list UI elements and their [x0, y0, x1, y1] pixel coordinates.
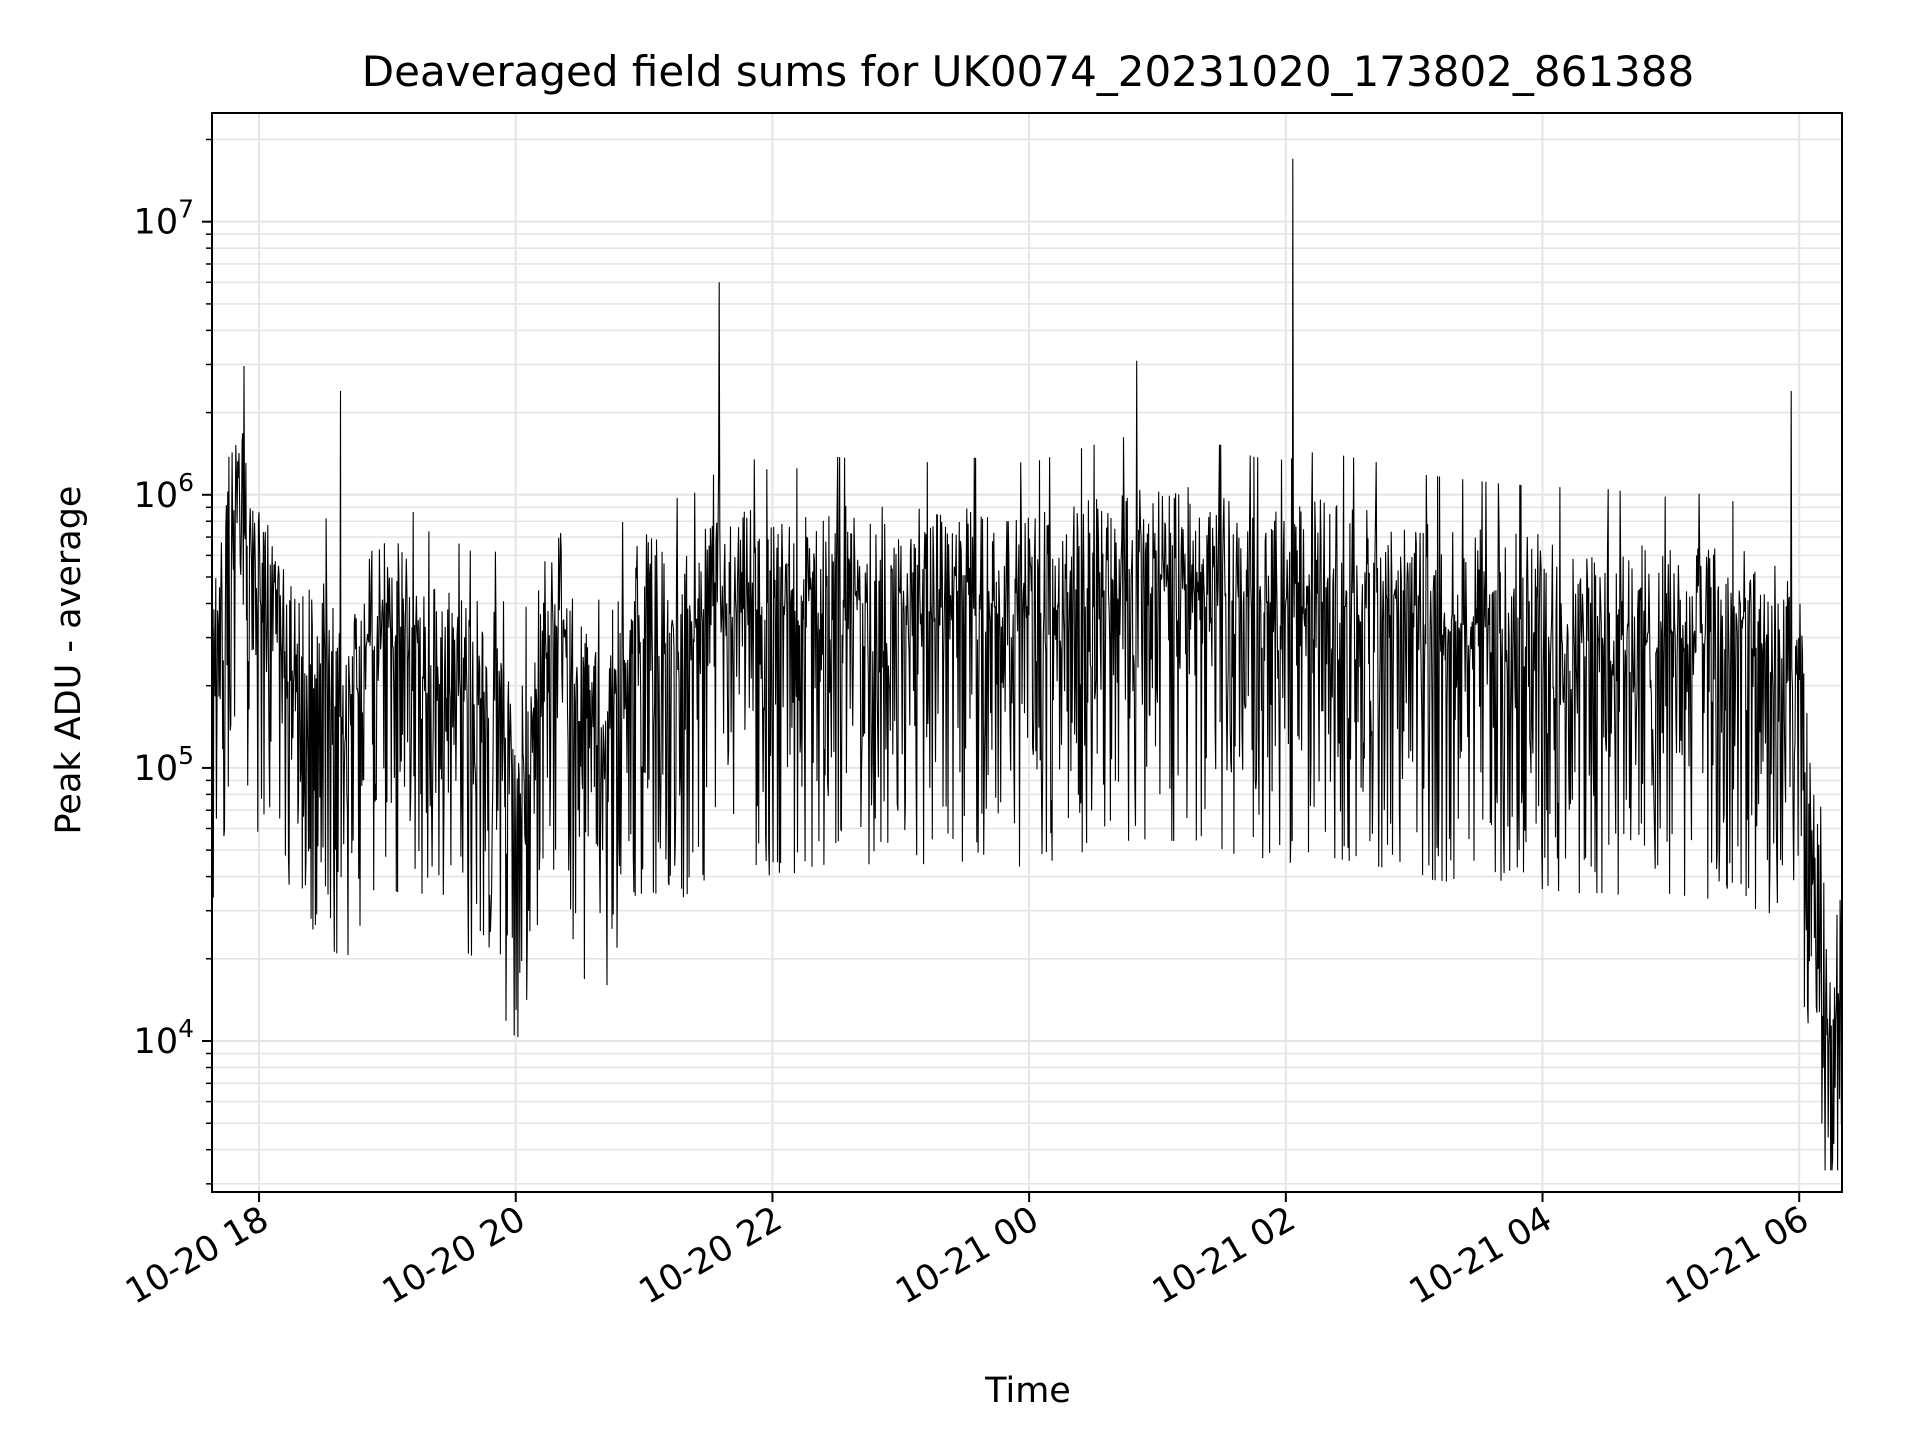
chart-title: Deaveraged field sums for UK0074_2023102…: [362, 47, 1694, 96]
x-axis-label: Time: [984, 1371, 1071, 1411]
plot-area: [211, 158, 1843, 1171]
series-line: [211, 158, 1843, 1171]
y-axis-label: Peak ADU - average: [49, 486, 89, 835]
grid: [212, 113, 1842, 1192]
y-tick-label: 104: [134, 1014, 194, 1062]
y-tick-label: 106: [134, 468, 194, 516]
y-tick-label: 105: [134, 741, 194, 789]
plot-frame: [211, 112, 1843, 1193]
y-axis: 104 105 106 107: [134, 138, 212, 1185]
y-tick-label: 107: [134, 195, 194, 243]
